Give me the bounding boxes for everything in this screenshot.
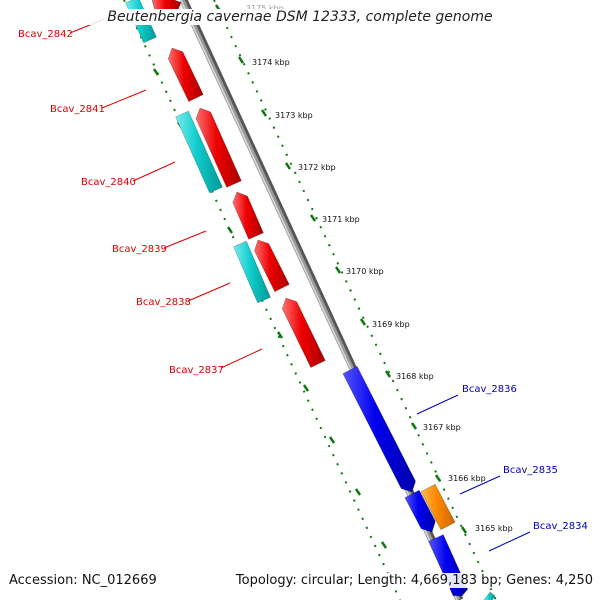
kbp-tick bbox=[334, 266, 342, 274]
kbp-label: 3168 kbp bbox=[396, 372, 434, 381]
gene-arrow-bcav-2835 bbox=[404, 489, 436, 533]
kbp-label: 3175 kbp bbox=[246, 4, 284, 13]
kbp-tick bbox=[260, 109, 268, 117]
kbp-label: 3166 kbp bbox=[448, 474, 486, 483]
cds-bar bbox=[175, 110, 223, 194]
inner-tick bbox=[276, 331, 284, 339]
kbp-label: 3171 kbp bbox=[322, 215, 360, 224]
genome-title: Beutenbergia cavernae DSM 12333, complet… bbox=[0, 9, 600, 25]
kbp-tick bbox=[359, 318, 367, 326]
gene-label-leader bbox=[416, 394, 459, 415]
gene-label-leader bbox=[163, 230, 207, 249]
genome-summary-text: Topology: circular; Length: 4,669,183 bp… bbox=[233, 573, 595, 588]
feature-bar-orange bbox=[420, 483, 456, 531]
genome-title-text: Beutenbergia cavernae DSM 12333, complet… bbox=[104, 9, 496, 25]
inner-tick bbox=[152, 68, 160, 76]
gene-label-leader bbox=[220, 348, 263, 369]
gene-label-leader bbox=[459, 475, 501, 495]
kbp-tick bbox=[434, 474, 442, 482]
gene-label[interactable]: Bcav_2835 bbox=[503, 465, 558, 476]
gene-label[interactable]: Bcav_2836 bbox=[462, 384, 517, 395]
gene-label-leader bbox=[488, 531, 531, 552]
gene-label[interactable]: Bcav_2834 bbox=[533, 521, 588, 532]
gene-label[interactable]: Bcav_2842 bbox=[18, 29, 73, 40]
gene-arrow-bcav-2836 bbox=[342, 365, 416, 493]
cds-features bbox=[125, 0, 496, 600]
gene-label[interactable]: Bcav_2837 bbox=[169, 365, 224, 376]
gene-label[interactable]: Bcav_2840 bbox=[81, 177, 136, 188]
kbp-label: 3172 kbp bbox=[298, 163, 336, 172]
cds-bar bbox=[483, 591, 496, 600]
kbp-label: 3167 kbp bbox=[423, 423, 461, 432]
accession-text: Accession: NC_012669 bbox=[7, 573, 159, 588]
kbp-tick bbox=[460, 526, 468, 534]
gene-arrow-bcav-2840 bbox=[195, 107, 242, 188]
kbp-tick bbox=[284, 162, 292, 170]
kbp-label: 3170 kbp bbox=[346, 267, 384, 276]
kbp-label: 3165 kbp bbox=[475, 524, 513, 533]
cds-bar bbox=[233, 240, 271, 304]
inner-tick bbox=[328, 436, 336, 444]
kbp-label: 3173 kbp bbox=[275, 111, 313, 120]
outer-scale-track bbox=[213, 0, 497, 600]
gene-arrow-bcav-2841 bbox=[167, 47, 204, 102]
gene-label[interactable]: Bcav_2839 bbox=[112, 244, 167, 255]
inner-tick bbox=[354, 488, 362, 496]
gene-labels: Bcav_2842 Bcav_2841 Bcav_2840 Bcav_2839 Bcav… bbox=[18, 15, 588, 552]
gene-arrow-bcav-2839 bbox=[232, 191, 264, 240]
kbp-label: 3174 kbp bbox=[252, 58, 290, 67]
kbp-tick bbox=[384, 370, 392, 378]
gene-arrow-bcav-2837 bbox=[281, 297, 326, 368]
kbp-tick bbox=[237, 56, 245, 64]
kbp-tick bbox=[410, 422, 418, 430]
gene-arrow-bcav-2838 bbox=[254, 239, 290, 293]
gene-label-leader bbox=[187, 282, 231, 302]
gene-label-leader bbox=[101, 89, 147, 109]
inner-tick bbox=[226, 226, 234, 234]
kbp-label: 3169 kbp bbox=[372, 320, 410, 329]
kbp-tick bbox=[309, 214, 317, 222]
inner-tick bbox=[380, 541, 388, 549]
gene-label-leader bbox=[132, 161, 176, 182]
gene-label[interactable]: Bcav_2838 bbox=[136, 297, 191, 308]
gene-label[interactable]: Bcav_2841 bbox=[50, 104, 105, 115]
inner-tick bbox=[302, 384, 310, 392]
